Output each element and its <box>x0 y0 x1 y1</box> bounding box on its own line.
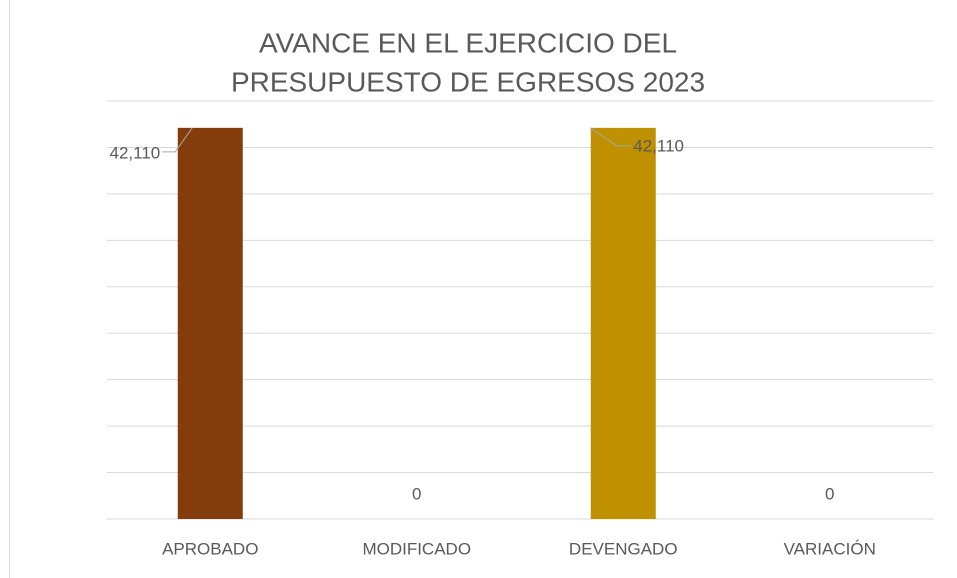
data-label: 0 <box>825 484 834 503</box>
x-tick-label: MODIFICADO <box>362 539 471 558</box>
x-tick-label: APROBADO <box>162 539 258 558</box>
data-label: 0 <box>412 484 421 503</box>
leader-line <box>162 127 193 153</box>
chart-title: AVANCE EN EL EJERCICIO DEL <box>259 27 677 58</box>
bar <box>177 127 243 520</box>
chart-title: PRESUPUESTO DE EGRESOS 2023 <box>231 66 705 97</box>
leader-line <box>589 127 632 147</box>
data-label: 42,110 <box>633 136 684 155</box>
chart-frame <box>9 0 957 578</box>
x-tick-label: DEVENGADO <box>569 539 678 558</box>
data-label: 42,110 <box>110 143 161 162</box>
bar <box>590 127 656 520</box>
x-tick-label: VARIACIÓN <box>784 539 876 558</box>
